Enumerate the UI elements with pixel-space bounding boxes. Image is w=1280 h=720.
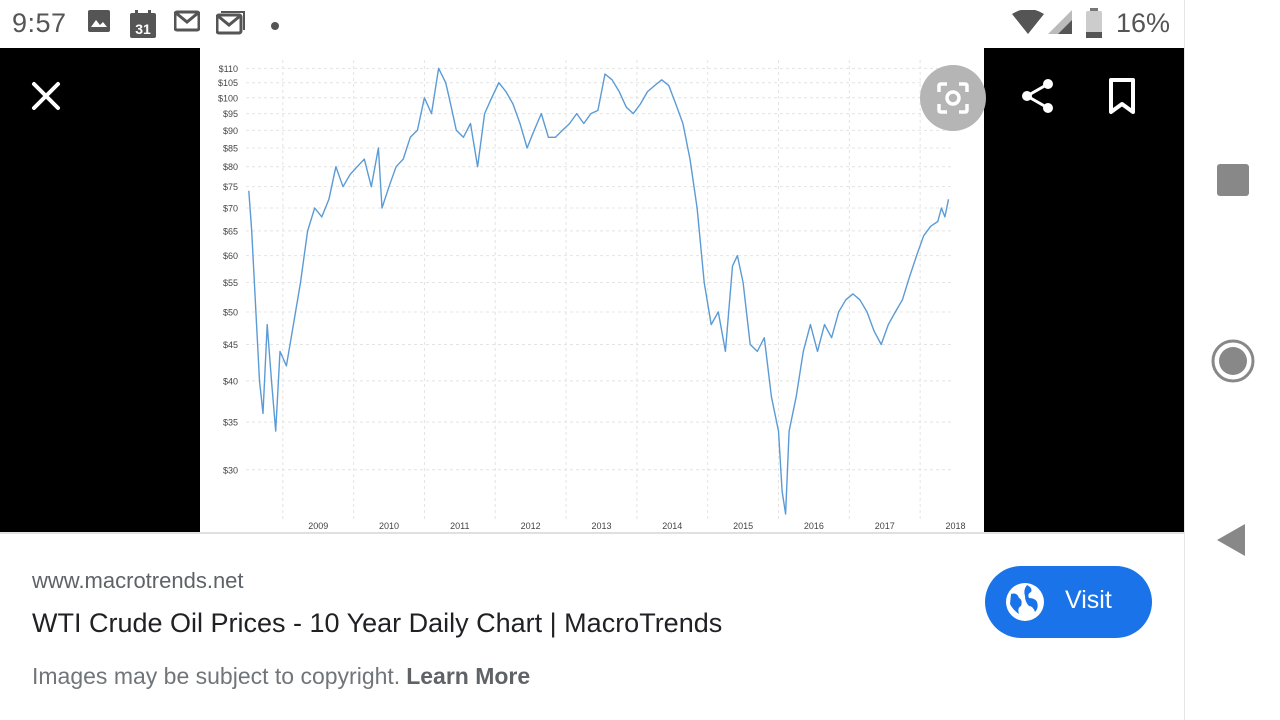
y-tick-label: $35 xyxy=(223,418,238,428)
svg-text:31: 31 xyxy=(135,21,151,37)
source-domain[interactable]: www.macrotrends.net xyxy=(32,568,244,593)
image-title[interactable]: WTI Crude Oil Prices - 10 Year Daily Cha… xyxy=(32,608,723,638)
x-tick-label: 2010 xyxy=(379,521,399,531)
y-tick-label: $60 xyxy=(223,251,238,261)
calendar-icon: 31 xyxy=(130,10,156,43)
visit-button[interactable]: Visit xyxy=(985,566,1152,638)
y-tick-label: $75 xyxy=(223,182,238,192)
x-tick-label: 2009 xyxy=(308,521,328,531)
x-tick-label: 2014 xyxy=(662,521,682,531)
save-button[interactable] xyxy=(1104,76,1140,116)
y-tick-label: $110 xyxy=(219,64,238,74)
copyright-notice: Images may be subject to copyright. Learn… xyxy=(32,663,530,690)
share-button[interactable] xyxy=(1018,76,1058,116)
y-tick-label: $50 xyxy=(223,307,238,317)
image-viewer: $110 $105 $100 $95 $90 $85 $80 $75 $70 $65 $60 $55 $… xyxy=(0,48,1184,532)
back-button[interactable] xyxy=(1215,522,1251,558)
divider xyxy=(0,532,1184,534)
x-tick-label: 2017 xyxy=(875,521,895,531)
lens-icon xyxy=(937,82,969,114)
status-bar: 9:57 31 16% xyxy=(0,0,1184,48)
chart-image[interactable]: $110 $105 $100 $95 $90 $85 $80 $75 $70 $65 $60 $55 $… xyxy=(200,48,984,532)
home-button[interactable] xyxy=(1211,339,1255,383)
y-tick-label: $55 xyxy=(223,278,238,288)
bookmark-icon xyxy=(1109,78,1135,114)
y-tick-label: $80 xyxy=(223,162,238,172)
gmail-icon-2 xyxy=(215,10,246,41)
x-tick-label: 2011 xyxy=(450,521,469,531)
share-icon xyxy=(1022,79,1053,113)
y-tick-label: $90 xyxy=(223,126,238,136)
globe-icon xyxy=(1006,583,1044,621)
more-notifications-icon xyxy=(270,18,280,36)
close-button[interactable] xyxy=(26,76,66,116)
y-tick-label: $105 xyxy=(218,78,238,88)
x-tick-label: 2013 xyxy=(591,521,611,531)
x-tick-label: 2018 xyxy=(946,521,966,531)
recents-button[interactable] xyxy=(1217,164,1249,196)
x-tick-label: 2016 xyxy=(804,521,824,531)
learn-more-link[interactable]: Learn More xyxy=(406,663,531,689)
visit-label: Visit xyxy=(1065,586,1112,614)
y-tick-label: $100 xyxy=(218,93,238,103)
y-tick-label: $65 xyxy=(223,226,238,236)
lens-button[interactable] xyxy=(920,65,986,131)
x-tick-label: 2012 xyxy=(521,521,541,531)
y-tick-label: $45 xyxy=(223,340,238,350)
y-tick-label: $85 xyxy=(223,143,238,153)
y-tick-label: $30 xyxy=(223,465,238,475)
y-tick-label: $70 xyxy=(223,203,238,213)
copyright-text: Images may be subject to copyright. xyxy=(32,663,401,689)
gallery-icon xyxy=(88,10,110,37)
oil-price-chart: $110 $105 $100 $95 $90 $85 $80 $75 $70 $65 $60 $55 $… xyxy=(218,60,966,531)
back-icon xyxy=(1217,524,1245,556)
x-tick-label: 2015 xyxy=(733,521,753,531)
close-icon xyxy=(32,82,60,110)
home-icon xyxy=(1211,339,1255,383)
status-time: 9:57 xyxy=(12,8,67,38)
y-tick-label: $95 xyxy=(223,109,238,119)
wifi-icon xyxy=(1012,9,1044,41)
series-line xyxy=(248,67,950,515)
y-tick-label: $40 xyxy=(223,376,238,386)
navigation-bar xyxy=(1184,0,1280,720)
signal-icon xyxy=(1048,10,1072,41)
gmail-icon xyxy=(173,10,201,37)
battery-icon xyxy=(1086,8,1102,43)
battery-percent: 16% xyxy=(1115,8,1170,38)
